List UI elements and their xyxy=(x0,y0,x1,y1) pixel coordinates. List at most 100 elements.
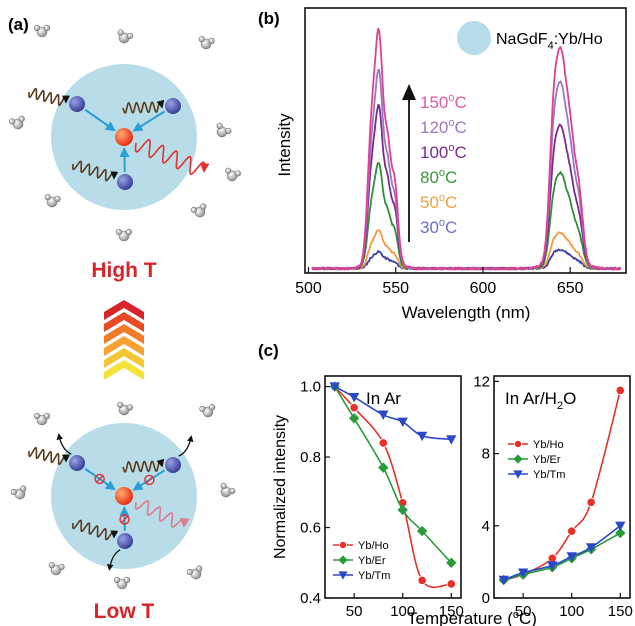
water-molecule-icon xyxy=(220,482,236,498)
low-excitation-wave xyxy=(28,446,70,466)
chevron-icon xyxy=(104,336,144,356)
water-molecule-icon xyxy=(33,412,51,426)
legend-entry: Yb/Er xyxy=(333,555,386,567)
chevron-icon xyxy=(104,360,144,380)
data-point xyxy=(615,527,626,539)
water-molecule-icon xyxy=(33,24,51,38)
water-molecule-icon xyxy=(198,36,215,50)
water-molecule-icon xyxy=(115,228,133,242)
chevron-icon xyxy=(104,312,144,332)
low-sensitizer-ion xyxy=(69,455,85,471)
spectrum-plot-frame xyxy=(304,7,627,274)
high-excitation-wave xyxy=(122,99,165,114)
high-sensitizer-ion xyxy=(165,98,181,114)
data-point xyxy=(567,526,577,536)
data-point xyxy=(615,521,626,532)
high-emission-wave xyxy=(134,138,210,176)
data-point xyxy=(417,575,427,585)
spectrum-x-tick-label: 550 xyxy=(382,280,409,297)
water-molecule-icon xyxy=(113,576,131,590)
data-point xyxy=(349,403,359,413)
spectrum-x-axis-label: Wavelength (nm) xyxy=(402,303,531,322)
legend-entry: Yb/Ho xyxy=(333,540,389,552)
svg-text:Yb/Tm: Yb/Tm xyxy=(358,570,390,582)
spectrum-series-line xyxy=(311,161,621,271)
spectrum-x-ticks: 500 550 600 650 xyxy=(295,267,584,297)
data-point xyxy=(397,417,408,428)
spectrum-x-tick-label: 650 xyxy=(557,280,584,297)
data-point xyxy=(586,497,596,507)
y-tick-label: 0.6 xyxy=(300,520,321,537)
low-activator-ion xyxy=(115,487,133,505)
temperature-label: 50oC xyxy=(420,192,457,212)
data-point xyxy=(446,557,457,568)
data-point xyxy=(446,435,457,445)
data-point xyxy=(397,504,408,516)
in-ar-h2o-chart: In Ar/H2O 50 100 150 0 4 8 12 Yb/Ho Yb/Er Yb/Tm xyxy=(473,373,632,620)
x-tick-label: 100 xyxy=(559,603,584,620)
data-point xyxy=(517,568,529,578)
svg-text:Yb/Ho: Yb/Ho xyxy=(533,439,564,451)
y-tick-label: 0.8 xyxy=(300,449,321,466)
legend-material-label: NaGdF4:Yb/Ho xyxy=(496,31,603,52)
y-tick-label: 0.4 xyxy=(300,590,321,607)
high-transfer-arrow xyxy=(84,108,116,132)
high-sensitizer-ion xyxy=(117,174,133,190)
data-point xyxy=(615,385,625,396)
temperature-label: 100oC xyxy=(420,142,467,162)
high-activator-ion xyxy=(115,128,133,146)
low-excitation-wave xyxy=(72,519,119,541)
in-ar-h2o-ticks: 50 100 150 0 4 8 12 xyxy=(473,373,632,620)
water-molecule-icon xyxy=(186,565,203,580)
data-point xyxy=(329,382,340,392)
temperature-labels: 150oC 120oC 100oC 80oC 50oC 30oC xyxy=(420,92,467,237)
in-ar-legend: Yb/Ho Yb/Er Yb/Tm xyxy=(333,540,390,582)
x-tick-label: 150 xyxy=(439,603,464,620)
spectrum-x-tick-label: 600 xyxy=(470,280,497,297)
chevron-icon xyxy=(104,348,144,368)
energy-transfer-low xyxy=(28,433,194,571)
low-excitation-wave xyxy=(122,458,165,473)
low-quenching-arrow xyxy=(56,433,72,455)
data-point xyxy=(547,561,558,571)
high-temperature-label: High T xyxy=(91,259,156,282)
legend-entry: Yb/Tm xyxy=(508,469,565,481)
chevron-icon xyxy=(104,300,144,320)
low-sensitizer-ion xyxy=(117,533,133,549)
in-ar-y-axis-label: Normalized intensity xyxy=(272,415,289,559)
temperature-label: 120oC xyxy=(420,117,467,137)
chevron-icon xyxy=(104,324,144,344)
water-molecule-icon xyxy=(10,485,27,500)
panel-label-a: (a) xyxy=(8,15,29,34)
in-ar-chart: In Ar Normalized intensity 50 100 150 0.4 0.… xyxy=(272,375,464,620)
schematic-panel: High T Low T xyxy=(9,24,241,623)
data-point xyxy=(378,410,389,420)
in-ar-series xyxy=(329,381,457,589)
water-molecule-icon xyxy=(225,167,241,182)
water-molecule-icon xyxy=(117,29,134,44)
data-point xyxy=(416,431,428,442)
data-point xyxy=(446,579,456,589)
y-tick-label: 4 xyxy=(482,518,490,535)
in-ar-ticks: 50 100 150 0.4 0.6 0.8 1.0 xyxy=(300,379,464,620)
in-ar-h2o-legend: Yb/Ho Yb/Er Yb/Tm xyxy=(508,439,565,481)
in-ar-plot-frame xyxy=(324,375,462,599)
low-quenching-arrow xyxy=(178,435,194,457)
energy-transfer-high xyxy=(28,87,210,190)
water-molecule-icon xyxy=(117,401,133,416)
in-ar-h2o-title: In Ar/H2O xyxy=(505,389,576,412)
low-blocked-transfer-icon xyxy=(94,473,105,485)
water-molecule-icon xyxy=(216,122,232,138)
y-tick-label: 0 xyxy=(482,590,490,607)
high-sensitizer-ion xyxy=(69,96,85,112)
high-transfer-arrow xyxy=(119,146,130,173)
data-point xyxy=(547,553,557,563)
high-excitation-wave xyxy=(28,87,70,107)
temperature-label: 80oC xyxy=(420,167,457,187)
legend-entry: Yb/Er xyxy=(508,454,561,466)
temperature-label: 30oC xyxy=(420,217,457,237)
legend-entry: Yb/Tm xyxy=(333,570,390,582)
temperature-label: 150oC xyxy=(420,92,467,112)
x-tick-label: 100 xyxy=(390,603,415,620)
